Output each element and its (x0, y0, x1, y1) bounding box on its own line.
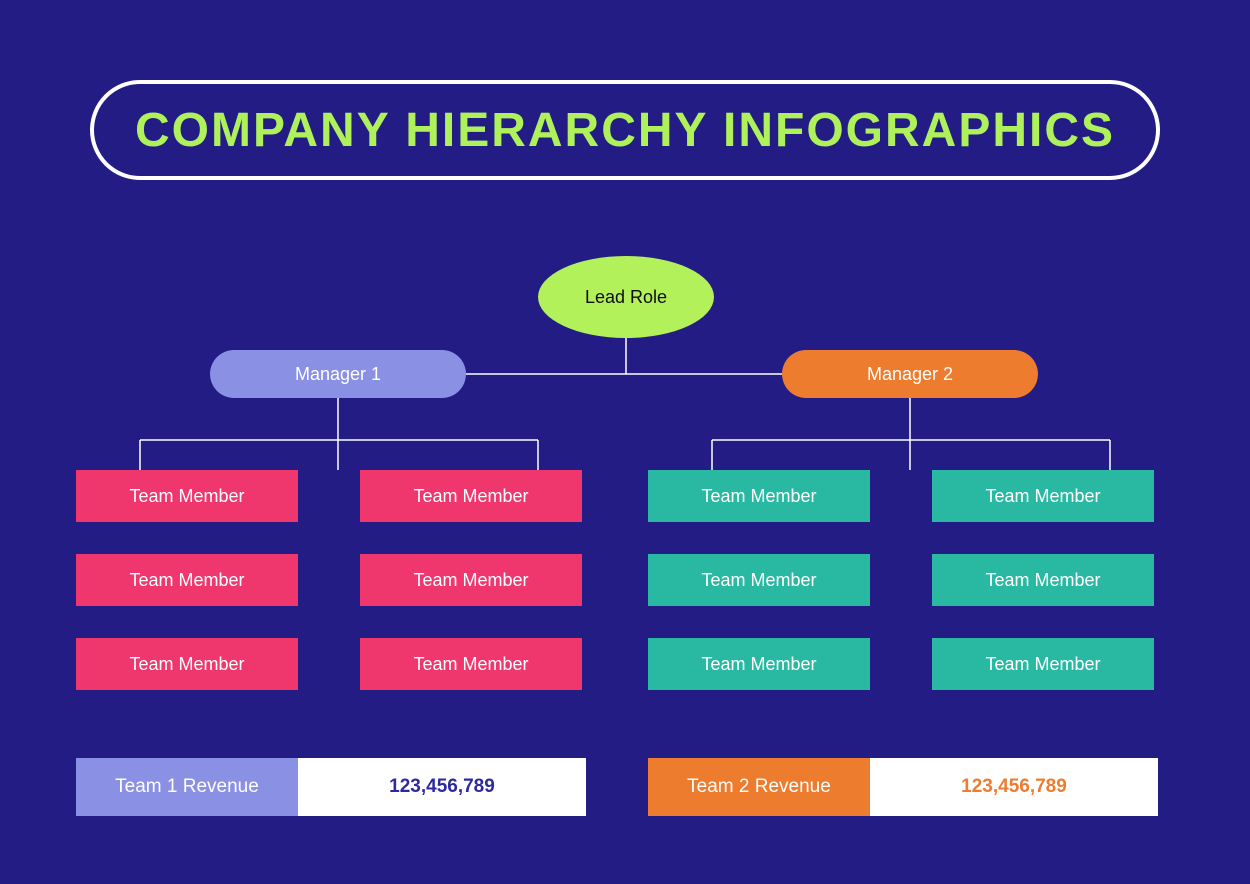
team1-member-node: Team Member (360, 470, 582, 522)
manager-1-label: Manager 1 (295, 364, 381, 385)
manager-1-node: Manager 1 (210, 350, 466, 398)
team-member-label: Team Member (985, 654, 1100, 675)
team1-revenue-label: Team 1 Revenue (76, 758, 298, 816)
team1-revenue-row: Team 1 Revenue 123,456,789 (76, 758, 586, 816)
team-member-label: Team Member (413, 570, 528, 591)
team-member-label: Team Member (413, 654, 528, 675)
team-member-label: Team Member (701, 570, 816, 591)
team2-member-node: Team Member (648, 638, 870, 690)
team-member-label: Team Member (129, 486, 244, 507)
team2-revenue-row: Team 2 Revenue 123,456,789 (648, 758, 1158, 816)
page-title: COMPANY HIERARCHY INFOGRAPHICS (135, 103, 1115, 158)
team2-revenue-value: 123,456,789 (870, 758, 1158, 816)
team-member-label: Team Member (985, 570, 1100, 591)
team2-member-node: Team Member (932, 638, 1154, 690)
team-member-label: Team Member (701, 486, 816, 507)
team1-member-node: Team Member (76, 470, 298, 522)
lead-role-node: Lead Role (538, 256, 714, 338)
team-member-label: Team Member (129, 570, 244, 591)
team1-member-node: Team Member (360, 638, 582, 690)
lead-role-label: Lead Role (585, 287, 667, 308)
team2-revenue-label: Team 2 Revenue (648, 758, 870, 816)
team1-member-node: Team Member (76, 638, 298, 690)
team2-member-node: Team Member (932, 554, 1154, 606)
team-member-label: Team Member (985, 486, 1100, 507)
team2-member-node: Team Member (932, 470, 1154, 522)
team2-member-node: Team Member (648, 554, 870, 606)
team-member-label: Team Member (129, 654, 244, 675)
team-member-label: Team Member (701, 654, 816, 675)
team-member-label: Team Member (413, 486, 528, 507)
team1-member-node: Team Member (360, 554, 582, 606)
team1-member-node: Team Member (76, 554, 298, 606)
manager-2-node: Manager 2 (782, 350, 1038, 398)
title-pill: COMPANY HIERARCHY INFOGRAPHICS (90, 80, 1160, 180)
manager-2-label: Manager 2 (867, 364, 953, 385)
team1-revenue-value: 123,456,789 (298, 758, 586, 816)
team2-member-node: Team Member (648, 470, 870, 522)
